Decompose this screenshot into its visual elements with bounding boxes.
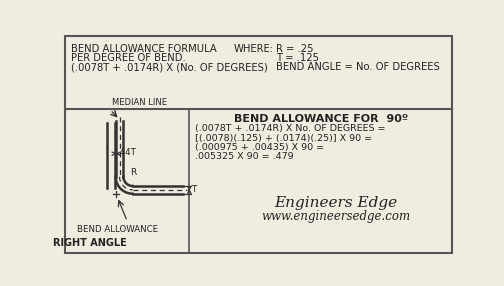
Text: R: R <box>130 168 136 177</box>
Text: R = .25: R = .25 <box>276 43 313 53</box>
Text: .44T: .44T <box>117 148 136 157</box>
Text: RIGHT ANGLE: RIGHT ANGLE <box>53 238 127 248</box>
Text: BEND ALLOWANCE FORMULA: BEND ALLOWANCE FORMULA <box>71 43 217 53</box>
Text: MEDIAN LINE: MEDIAN LINE <box>112 98 167 108</box>
Text: [(.0078)(.125) + (.0174)(.25)] X 90 =: [(.0078)(.125) + (.0174)(.25)] X 90 = <box>195 134 372 143</box>
Text: (.0078T + .0174R) X No. OF DEGREES =: (.0078T + .0174R) X No. OF DEGREES = <box>195 124 385 133</box>
Text: T = .125: T = .125 <box>276 53 319 63</box>
Text: .005325 X 90 = .479: .005325 X 90 = .479 <box>195 152 293 161</box>
Text: PER DEGREE OF BEND.: PER DEGREE OF BEND. <box>71 53 185 63</box>
Text: BEND ALLOWANCE FOR  90º: BEND ALLOWANCE FOR 90º <box>234 114 408 124</box>
Text: BEND ANGLE = No. OF DEGREES: BEND ANGLE = No. OF DEGREES <box>276 62 440 72</box>
Text: (.000975 + .00435) X 90 =: (.000975 + .00435) X 90 = <box>195 143 324 152</box>
Text: WHERE:: WHERE: <box>233 43 274 53</box>
Text: (.0078T + .0174R) X (No. OF DEGREES): (.0078T + .0174R) X (No. OF DEGREES) <box>71 62 268 72</box>
Text: T: T <box>191 185 196 194</box>
Text: www.engineersedge.com: www.engineersedge.com <box>262 210 411 223</box>
Text: BEND ALLOWANCE: BEND ALLOWANCE <box>77 225 158 234</box>
Text: Engineers Edge: Engineers Edge <box>275 196 398 210</box>
